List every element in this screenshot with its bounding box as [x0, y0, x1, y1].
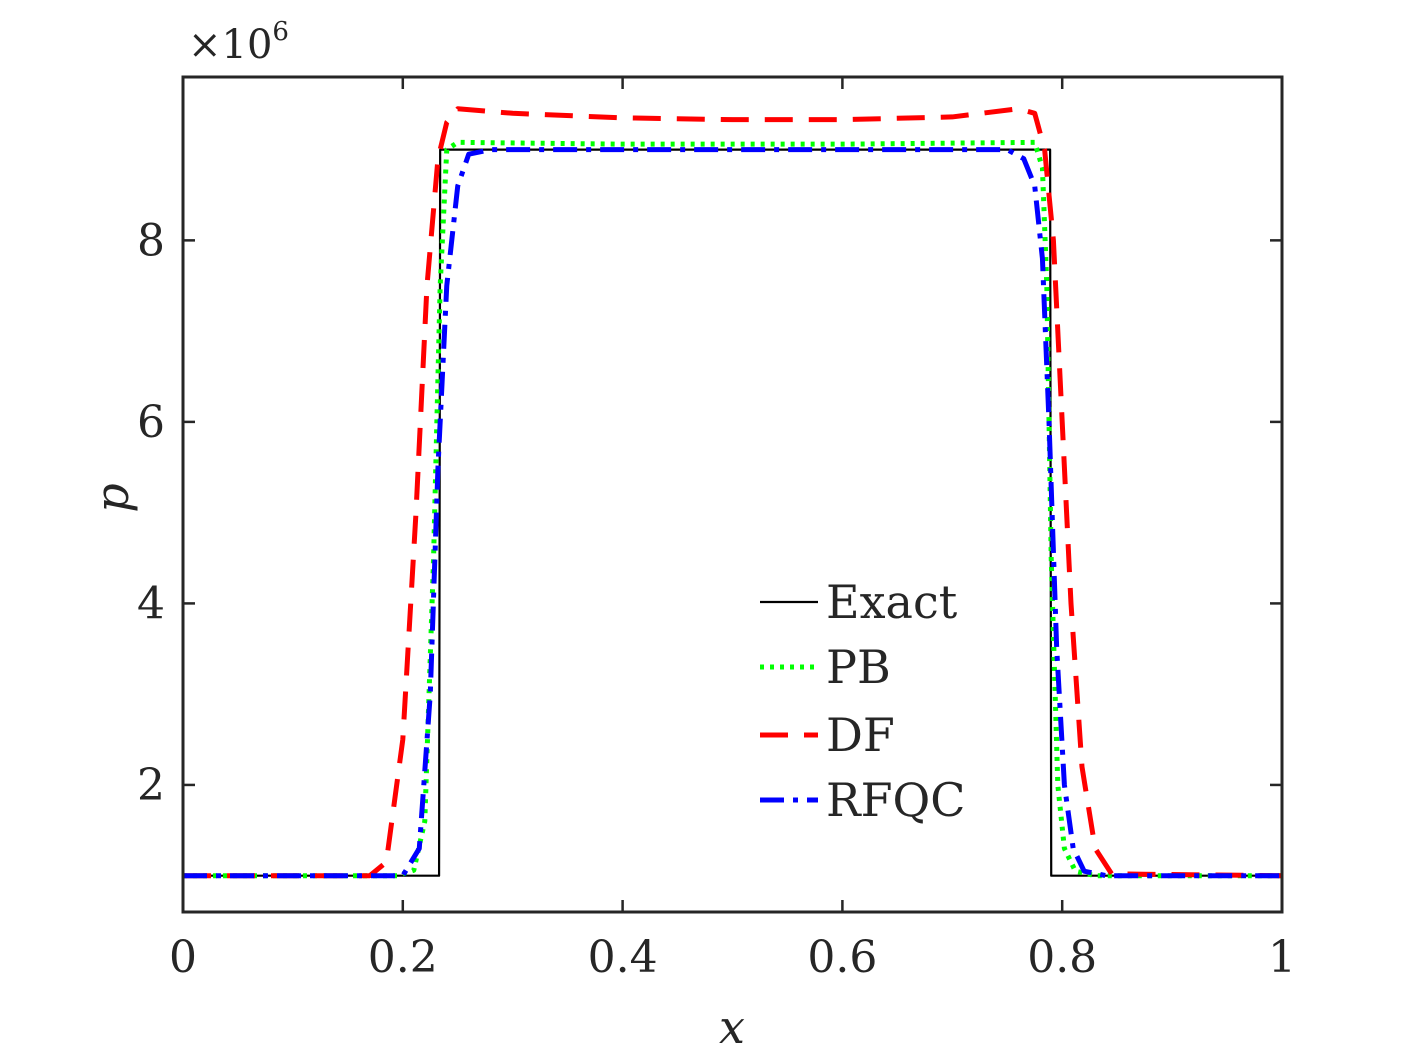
series-line-pb [183, 139, 1282, 879]
y-tick-label: 6 [137, 397, 165, 448]
legend-label-rfqc: RFQC [826, 773, 965, 827]
x-axis-label: x [719, 1000, 745, 1054]
y-scale-label: ×106 [188, 17, 289, 68]
legend-label-exact: Exact [826, 575, 958, 629]
x-tick-label: 0 [169, 932, 197, 983]
legend-label-pb: PB [826, 640, 891, 694]
x-tick-label: 0.6 [807, 932, 877, 983]
y-tick-label: 8 [137, 215, 165, 266]
legend-label-df: DF [826, 708, 895, 762]
tick-layer: 0 0.2 0.4 0.6 0.8 1 2 4 6 8 [137, 77, 1296, 983]
x-tick-label: 0.8 [1027, 932, 1097, 983]
plot-frame [181, 75, 1284, 914]
y-axis-label: p [85, 483, 139, 512]
y-tick-label: 2 [137, 760, 165, 811]
series-line-df [183, 106, 1283, 879]
x-tick-label: 0.2 [368, 932, 438, 983]
y-tick-label: 4 [137, 578, 165, 629]
series-line-rfqc [183, 147, 1282, 879]
legend: Exact PB DF RFQC [760, 575, 965, 827]
x-tick-label: 0.4 [588, 932, 658, 983]
x-tick-label: 1 [1268, 932, 1296, 983]
y-scale-exponent: 6 [272, 17, 289, 47]
series-layer [183, 106, 1283, 879]
